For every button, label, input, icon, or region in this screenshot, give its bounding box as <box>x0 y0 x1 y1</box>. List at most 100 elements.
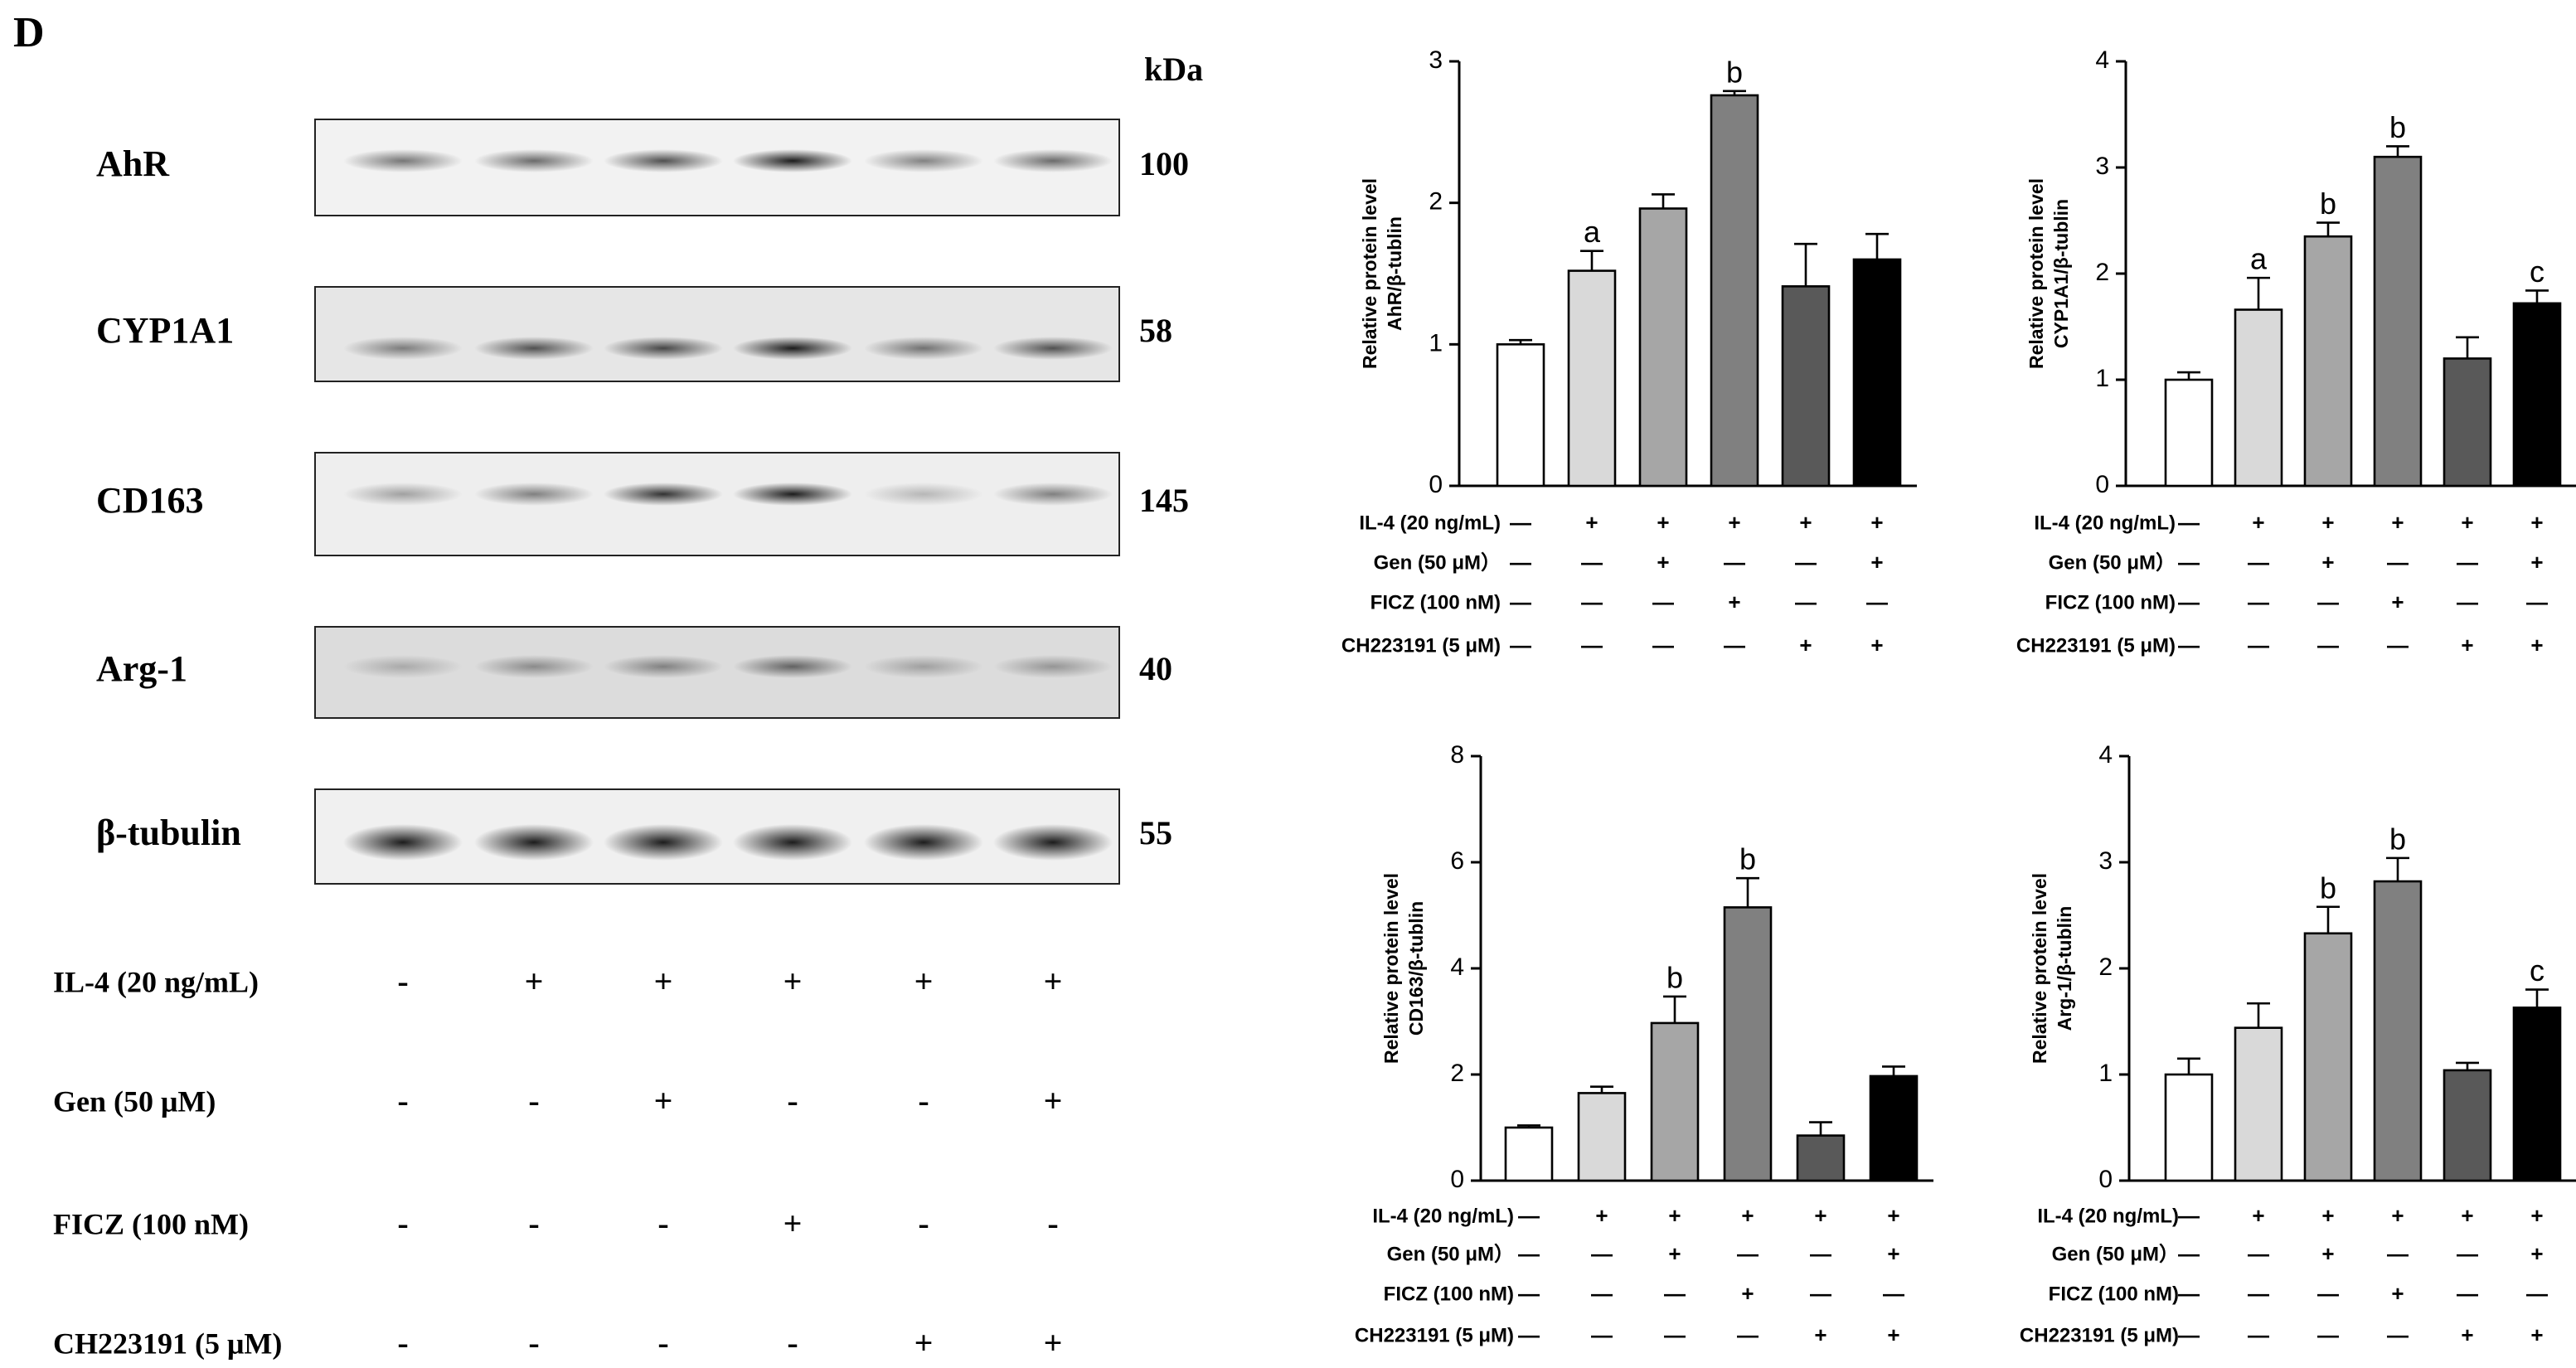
treatment-sign: + <box>2530 510 2543 535</box>
blot-band <box>343 655 463 678</box>
blot-sign: + <box>525 963 544 1000</box>
treatment-sign: — <box>1510 550 1531 575</box>
treatment-sign: — <box>2387 550 2409 575</box>
treatment-sign: + <box>2530 1322 2543 1347</box>
blot-sign: - <box>397 1082 408 1119</box>
treatment-sign: — <box>1866 589 1888 614</box>
y-tick-label: 8 <box>1450 741 1464 769</box>
significance-label: b <box>1666 960 1683 994</box>
treatment-sign: + <box>2461 633 2473 657</box>
y-tick-label: 0 <box>1429 471 1443 498</box>
blot-sign: + <box>914 963 934 1000</box>
bar <box>2303 932 2353 1182</box>
treatment-sign: — <box>1652 589 1674 614</box>
blot-row-label: AhR <box>96 143 170 184</box>
treatment-sign: — <box>1737 1322 1759 1347</box>
treatment-sign: + <box>1887 1241 1899 1266</box>
blot-sign: - <box>397 1205 408 1242</box>
treatment-sign: — <box>1652 633 1674 657</box>
treatment-sign: + <box>2391 1281 2404 1306</box>
treatment-sign: + <box>2321 510 2334 535</box>
blot-treatment-label: IL-4 (20 ng/mL) <box>53 965 259 998</box>
significance-label: c <box>2530 953 2544 987</box>
y-tick-label: 0 <box>2095 471 2109 498</box>
y-tick-label: 4 <box>2098 741 2113 769</box>
treatment-sign: — <box>1518 1241 1540 1266</box>
bar <box>2443 1069 2492 1182</box>
treatment-sign: + <box>2391 1203 2404 1228</box>
treatment-sign: + <box>1870 633 1883 657</box>
treatment-sign: + <box>1870 550 1883 575</box>
blot-band <box>474 149 594 172</box>
bar <box>1852 258 1902 488</box>
blot-band <box>864 483 983 506</box>
treatment-sign: + <box>2461 1322 2473 1347</box>
treatment-sign: — <box>2317 633 2339 657</box>
treatment-sign: + <box>2530 550 2543 575</box>
treatment-sign: — <box>2457 1241 2478 1266</box>
treatment-sign: — <box>1883 1281 1904 1306</box>
treatment-sign: + <box>1870 510 1883 535</box>
kda-header: kDa <box>1144 51 1203 88</box>
blot-band <box>604 483 723 506</box>
treatment-sign: + <box>2530 633 2543 657</box>
y-tick-label: 2 <box>2098 953 2113 981</box>
treatment-sign: + <box>1799 633 1812 657</box>
blot-band <box>733 655 852 678</box>
y-axis-label: Relative protein level <box>2029 873 2050 1064</box>
treatment-sign: — <box>2178 1203 2200 1228</box>
blot-band <box>604 337 723 360</box>
blot-sign: - <box>918 1082 929 1119</box>
significance-label: b <box>2389 110 2406 144</box>
bar <box>1723 906 1773 1182</box>
blot-band <box>864 824 983 861</box>
treatment-sign: — <box>2526 1281 2548 1306</box>
blot-band <box>864 655 983 678</box>
treatment-sign: + <box>1814 1203 1826 1228</box>
bar <box>2373 155 2423 488</box>
bar <box>2443 357 2492 488</box>
treatment-sign: — <box>2178 589 2200 614</box>
treatment-label: Gen (50 μM） <box>2049 551 2176 574</box>
y-tick-label: 2 <box>1429 188 1443 216</box>
treatment-sign: — <box>1810 1281 1831 1306</box>
treatment-label: IL-4 (20 ng/mL) <box>2037 1205 2179 1227</box>
significance-label: b <box>2389 822 2406 856</box>
treatment-sign: + <box>1595 1203 1608 1228</box>
blot-band <box>993 824 1113 861</box>
treatment-sign: — <box>1581 550 1603 575</box>
blot-band <box>604 824 723 861</box>
treatment-label: IL-4 (20 ng/mL) <box>2034 512 2176 534</box>
treatment-sign: + <box>1728 589 1740 614</box>
treatment-sign: — <box>1591 1241 1613 1266</box>
bar <box>2234 1026 2283 1182</box>
blot-kda: 40 <box>1139 650 1172 687</box>
y-tick-label: 2 <box>1450 1060 1464 1087</box>
blot-band <box>993 483 1113 506</box>
blot-band <box>343 337 463 360</box>
treatment-sign: + <box>1741 1281 1754 1306</box>
blot-sign: - <box>918 1205 929 1242</box>
blot-band <box>343 483 463 506</box>
treatment-sign: — <box>2248 633 2269 657</box>
treatment-sign: — <box>2248 1322 2269 1347</box>
treatment-label: FICZ (100 nM) <box>2049 1283 2179 1305</box>
blot-sign: - <box>657 1205 668 1242</box>
y-axis-label: Arg-1/β-tublin <box>2054 906 2075 1031</box>
blot-sign: - <box>787 1082 798 1119</box>
panel-label: D <box>13 9 45 56</box>
treatment-sign: — <box>2317 589 2339 614</box>
y-axis-label: CD163/β-tublin <box>1405 901 1427 1036</box>
treatment-sign: + <box>1799 510 1812 535</box>
treatment-sign: + <box>1887 1203 1899 1228</box>
treatment-sign: — <box>1518 1322 1540 1347</box>
blot-row-label: Arg-1 <box>96 648 187 689</box>
blot-band <box>474 655 594 678</box>
blot-band <box>343 149 463 172</box>
treatment-sign: — <box>2178 633 2200 657</box>
blot-kda: 100 <box>1139 145 1189 182</box>
treatment-sign: — <box>2457 1281 2478 1306</box>
treatment-sign: — <box>1810 1241 1831 1266</box>
blot-sign: - <box>1047 1205 1058 1242</box>
blot-sign: - <box>397 963 408 1000</box>
